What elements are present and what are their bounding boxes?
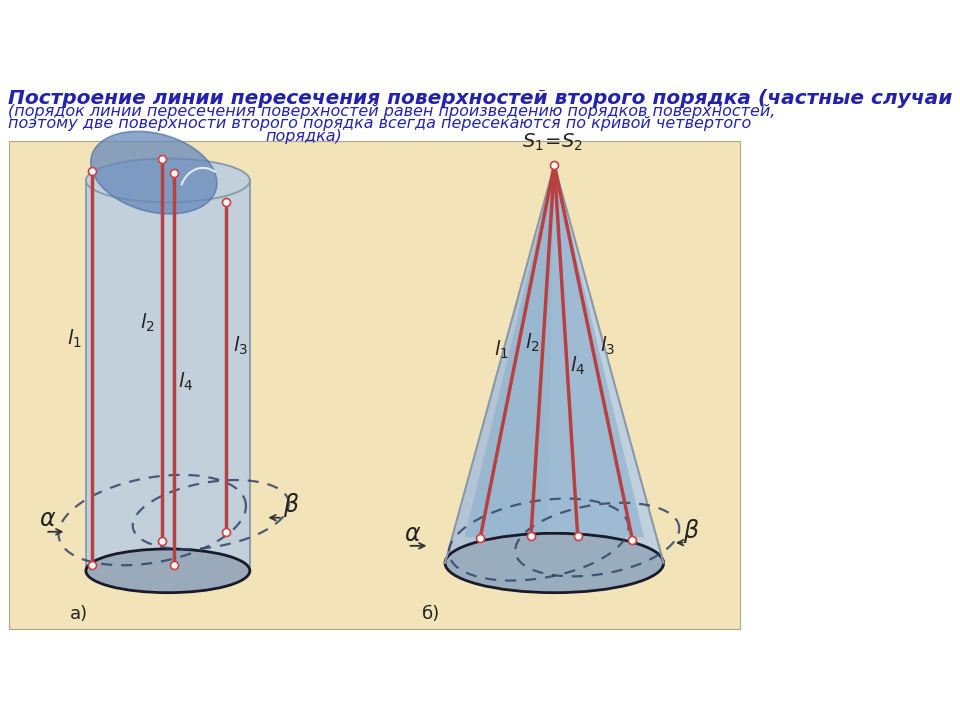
Ellipse shape [85, 549, 250, 593]
Text: $l_3$: $l_3$ [232, 336, 248, 358]
Polygon shape [85, 181, 250, 571]
Text: а): а) [70, 606, 88, 624]
Text: $l_1$: $l_1$ [67, 328, 82, 350]
Text: поэтому две поверхности второго порядка всегда пересекаются по кривой четвертого: поэтому две поверхности второго порядка … [8, 117, 751, 132]
Text: $\beta$: $\beta$ [282, 491, 299, 519]
Text: б): б) [421, 606, 440, 624]
Polygon shape [465, 165, 644, 537]
Ellipse shape [85, 158, 250, 202]
Ellipse shape [445, 534, 663, 593]
Text: $\alpha$: $\alpha$ [39, 507, 57, 531]
FancyBboxPatch shape [10, 141, 740, 629]
Polygon shape [445, 165, 554, 563]
Text: $l_2$: $l_2$ [525, 331, 540, 354]
Polygon shape [445, 165, 663, 563]
Text: $\beta$: $\beta$ [684, 517, 700, 545]
Text: $\alpha$: $\alpha$ [404, 522, 421, 546]
Text: $l_2$: $l_2$ [140, 312, 155, 334]
Text: $l_1$: $l_1$ [493, 339, 509, 361]
Text: $l_4$: $l_4$ [178, 370, 193, 392]
Text: $l_4$: $l_4$ [570, 355, 586, 377]
Ellipse shape [91, 131, 217, 214]
Text: порядка): порядка) [266, 129, 342, 144]
Text: (порядок линии пересечения поверхностей равен произведению порядков поверхностей: (порядок линии пересечения поверхностей … [8, 104, 775, 119]
Text: $l_3$: $l_3$ [600, 336, 614, 358]
FancyBboxPatch shape [0, 79, 750, 641]
Text: $S_1\!=\!S_2$: $S_1\!=\!S_2$ [521, 132, 583, 153]
Text: Построение линии пересечения поверхностей второго порядка (частные случаи: Построение линии пересечения поверхносте… [8, 89, 952, 108]
